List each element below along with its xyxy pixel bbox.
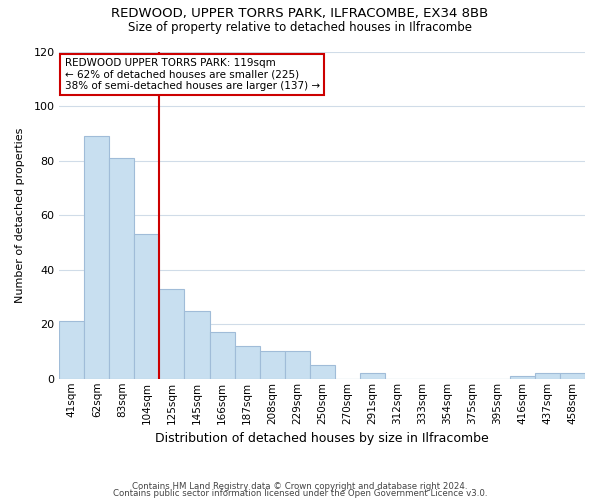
Bar	[560, 374, 585, 379]
Bar	[360, 374, 385, 379]
Bar	[510, 376, 535, 379]
Bar	[109, 158, 134, 379]
Y-axis label: Number of detached properties: Number of detached properties	[15, 128, 25, 303]
Text: REDWOOD, UPPER TORRS PARK, ILFRACOMBE, EX34 8BB: REDWOOD, UPPER TORRS PARK, ILFRACOMBE, E…	[112, 8, 488, 20]
Bar	[260, 352, 284, 379]
Bar	[235, 346, 260, 379]
Text: Contains public sector information licensed under the Open Government Licence v3: Contains public sector information licen…	[113, 490, 487, 498]
Bar	[134, 234, 160, 379]
Text: Contains HM Land Registry data © Crown copyright and database right 2024.: Contains HM Land Registry data © Crown c…	[132, 482, 468, 491]
Bar	[160, 289, 184, 379]
Text: REDWOOD UPPER TORRS PARK: 119sqm
← 62% of detached houses are smaller (225)
38% : REDWOOD UPPER TORRS PARK: 119sqm ← 62% o…	[65, 58, 320, 91]
Bar	[85, 136, 109, 379]
Bar	[310, 365, 335, 379]
X-axis label: Distribution of detached houses by size in Ilfracombe: Distribution of detached houses by size …	[155, 432, 489, 445]
Bar	[209, 332, 235, 379]
Bar	[184, 310, 209, 379]
Bar	[535, 374, 560, 379]
Text: Size of property relative to detached houses in Ilfracombe: Size of property relative to detached ho…	[128, 21, 472, 34]
Bar	[284, 352, 310, 379]
Bar	[59, 322, 85, 379]
